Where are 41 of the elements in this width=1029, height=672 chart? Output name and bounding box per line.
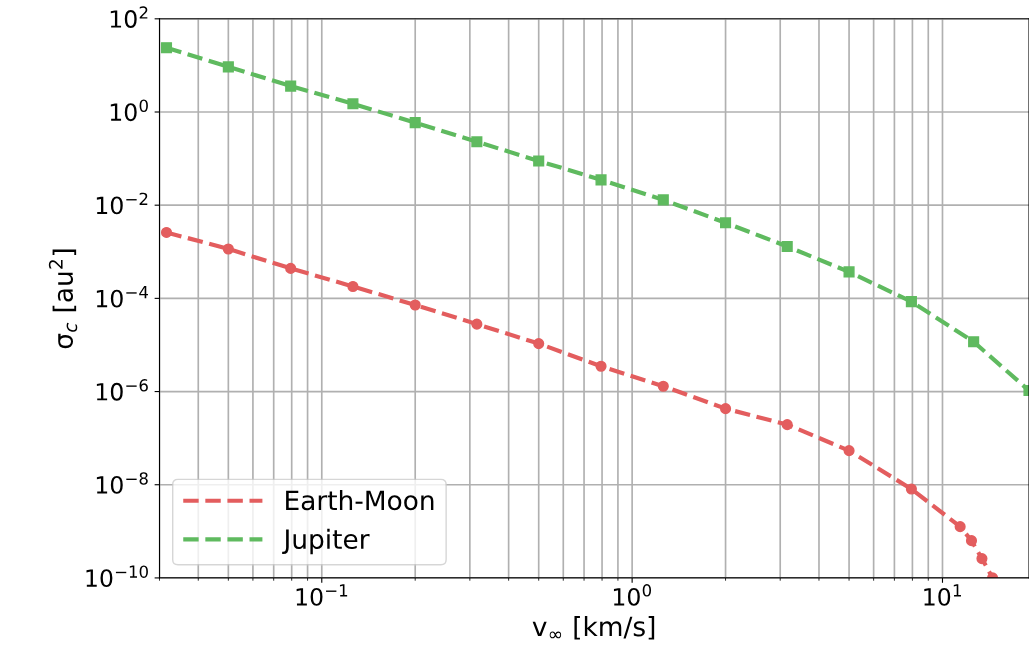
point xyxy=(160,226,173,238)
y-tick-label: 10$^{−6}$ xyxy=(96,379,148,401)
point xyxy=(781,419,793,431)
point xyxy=(471,318,483,330)
y-tick-label: 10$^{−8}$ xyxy=(96,472,148,494)
point xyxy=(409,117,421,129)
y-tick-label: 10$^{−2}$ xyxy=(96,192,148,215)
point xyxy=(657,380,669,392)
point xyxy=(285,262,297,274)
point xyxy=(720,217,732,229)
point xyxy=(471,136,483,148)
point xyxy=(905,296,917,308)
point xyxy=(905,483,917,495)
point xyxy=(222,61,234,73)
point xyxy=(968,336,980,348)
point xyxy=(781,240,793,253)
legend-label: Earth-Moon xyxy=(286,489,434,511)
point xyxy=(720,403,732,415)
point xyxy=(657,194,669,206)
point xyxy=(533,155,545,167)
point xyxy=(843,266,855,278)
y-axis-title: σ$_{c}$ [au$^{2}$] xyxy=(48,249,78,349)
point xyxy=(843,445,855,457)
point xyxy=(595,360,607,372)
x-tick-label: 10$^{−1}$ xyxy=(296,584,348,606)
point xyxy=(285,80,297,92)
y-tick-label: 10$^{2}$ xyxy=(110,6,148,28)
point xyxy=(533,338,545,350)
x-tick-label: 10$^{0}$ xyxy=(613,584,652,606)
y-tick-label: 10$^{0}$ xyxy=(110,99,148,122)
y-tick-label: 10$^{−4}$ xyxy=(96,286,148,308)
point xyxy=(347,98,359,110)
point xyxy=(222,243,234,255)
point xyxy=(347,280,359,293)
point xyxy=(160,42,173,54)
point xyxy=(595,174,607,186)
x-axis-title: v$_{∞}$ [km/s] xyxy=(532,616,655,640)
legend-label: Jupiter xyxy=(282,528,370,555)
y-tick-label: 10$^{−10}$ xyxy=(86,565,148,588)
x-tick-label: 10$^{1}$ xyxy=(924,584,961,606)
point xyxy=(409,299,421,311)
